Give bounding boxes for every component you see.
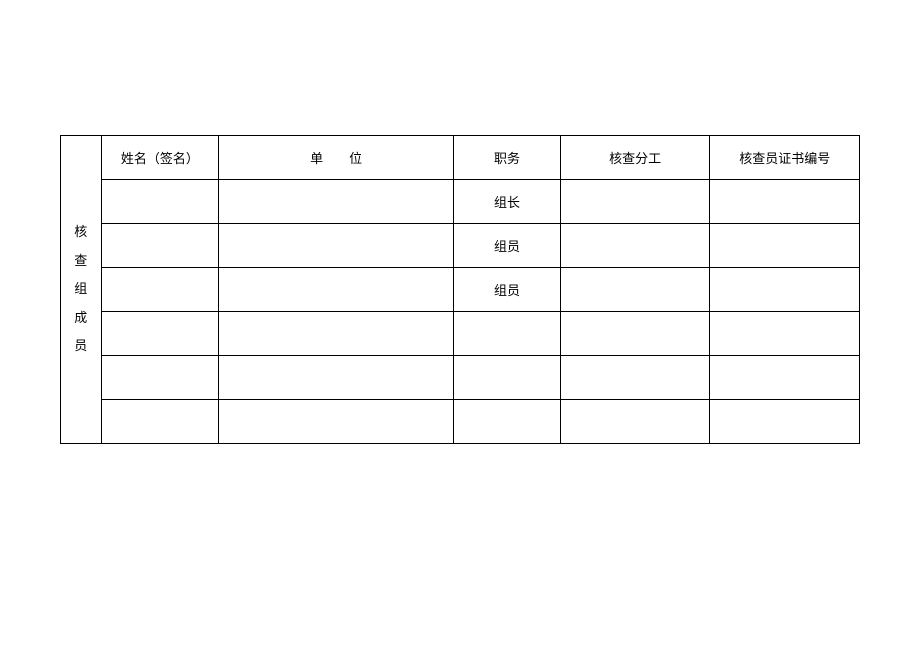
cell-role bbox=[454, 312, 561, 356]
cell-role: 组员 bbox=[454, 224, 561, 268]
cell-cert bbox=[710, 356, 860, 400]
cell-unit bbox=[219, 224, 454, 268]
cell-unit bbox=[219, 180, 454, 224]
cell-name bbox=[101, 224, 219, 268]
cell-cert bbox=[710, 400, 860, 444]
verification-team-table: 核 查 组 成 员 姓名（签名） 单 位 职务 核查分工 核查员证书编号 组长 … bbox=[60, 135, 860, 444]
cell-division bbox=[560, 400, 710, 444]
cell-name bbox=[101, 312, 219, 356]
table-row bbox=[61, 356, 860, 400]
vertical-char: 成 bbox=[74, 304, 87, 333]
vertical-char: 查 bbox=[74, 247, 87, 276]
column-header-cert: 核查员证书编号 bbox=[710, 136, 860, 180]
table-row: 组员 bbox=[61, 224, 860, 268]
column-header-name: 姓名（签名） bbox=[101, 136, 219, 180]
cell-unit bbox=[219, 268, 454, 312]
cell-cert bbox=[710, 268, 860, 312]
vertical-char: 员 bbox=[74, 332, 87, 361]
cell-role: 组员 bbox=[454, 268, 561, 312]
column-header-division: 核查分工 bbox=[560, 136, 710, 180]
row-group-label: 核 查 组 成 员 bbox=[61, 136, 102, 444]
cell-division bbox=[560, 180, 710, 224]
cell-cert bbox=[710, 180, 860, 224]
column-header-role: 职务 bbox=[454, 136, 561, 180]
cell-division bbox=[560, 356, 710, 400]
table-row bbox=[61, 312, 860, 356]
table-row bbox=[61, 400, 860, 444]
cell-division bbox=[560, 312, 710, 356]
cell-name bbox=[101, 268, 219, 312]
cell-role bbox=[454, 356, 561, 400]
cell-division bbox=[560, 268, 710, 312]
cell-cert bbox=[710, 312, 860, 356]
table-row: 组员 bbox=[61, 268, 860, 312]
cell-role: 组长 bbox=[454, 180, 561, 224]
cell-cert bbox=[710, 224, 860, 268]
cell-unit bbox=[219, 312, 454, 356]
cell-unit bbox=[219, 400, 454, 444]
cell-name bbox=[101, 400, 219, 444]
table-header-row: 核 查 组 成 员 姓名（签名） 单 位 职务 核查分工 核查员证书编号 bbox=[61, 136, 860, 180]
vertical-label-container: 核 查 组 成 员 bbox=[65, 144, 97, 435]
vertical-char: 组 bbox=[74, 275, 87, 304]
column-header-unit: 单 位 bbox=[219, 136, 454, 180]
cell-division bbox=[560, 224, 710, 268]
cell-name bbox=[101, 356, 219, 400]
vertical-char: 核 bbox=[74, 218, 87, 247]
cell-role bbox=[454, 400, 561, 444]
cell-name bbox=[101, 180, 219, 224]
cell-unit bbox=[219, 356, 454, 400]
table-row: 组长 bbox=[61, 180, 860, 224]
